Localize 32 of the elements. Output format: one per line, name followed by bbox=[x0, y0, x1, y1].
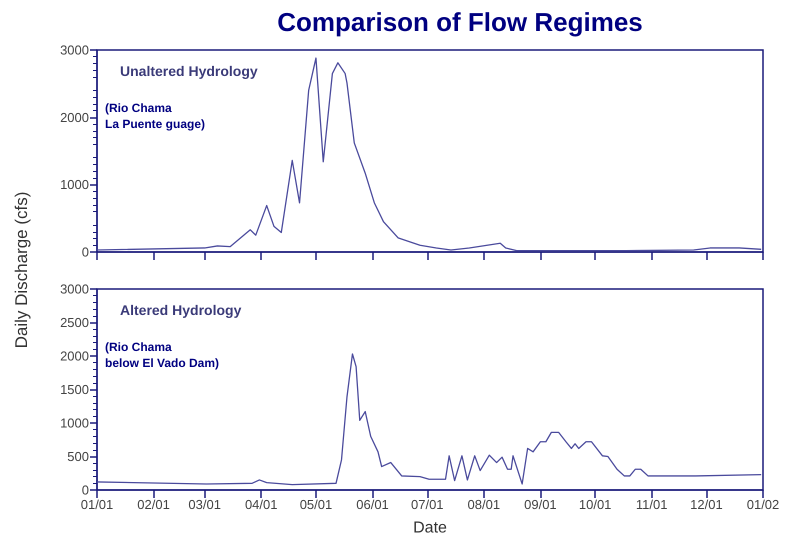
x-tick-label: 03/01 bbox=[188, 497, 221, 512]
x-tick-label: 04/01 bbox=[244, 497, 278, 512]
x-tick-label: 10/01 bbox=[578, 497, 612, 512]
x-tick-label: 01/01 bbox=[80, 497, 114, 512]
x-tick-label: 08/01 bbox=[468, 497, 500, 512]
y-tick-label: 2500 bbox=[60, 315, 89, 330]
annotation: (Rio Chama below El Vado Dam) bbox=[105, 340, 220, 370]
y-tick-label: 0 bbox=[82, 244, 89, 260]
y-tick-label: 1000 bbox=[60, 177, 89, 192]
y-tick-label: 0 bbox=[82, 482, 89, 498]
y-axis-title: Daily Discharge (cfs) bbox=[12, 192, 32, 348]
x-tick-label: 01/02 bbox=[746, 497, 780, 512]
annotation: Altered Hydrology bbox=[120, 302, 242, 318]
x-tick-label: 12/01 bbox=[690, 497, 723, 512]
y-tick-label: 2000 bbox=[60, 110, 89, 125]
y-tick-label: 1500 bbox=[60, 382, 89, 397]
y-tick-label: 3000 bbox=[60, 42, 89, 58]
x-tick-label: 07/01 bbox=[410, 497, 444, 512]
annotation: Unaltered Hydrology bbox=[120, 63, 258, 79]
y-tick-label: 500 bbox=[67, 449, 89, 464]
x-tick-label: 09/01 bbox=[524, 497, 557, 512]
x-tick-label: 11/01 bbox=[636, 497, 668, 512]
line-series bbox=[96, 353, 762, 486]
x-tick-label: 06/01 bbox=[356, 497, 389, 512]
x-tick-label: 05/01 bbox=[300, 497, 332, 512]
x-axis-title: Date bbox=[413, 520, 447, 536]
chart-title: Comparison of Flow Regimes bbox=[277, 7, 643, 37]
x-tick-label: 02/01 bbox=[137, 497, 170, 512]
y-tick-label: 2000 bbox=[60, 348, 89, 364]
annotation: (Rio Chama La Puente guage) bbox=[105, 101, 206, 131]
y-tick-label: 1000 bbox=[60, 416, 89, 430]
y-tick-label: 3000 bbox=[60, 282, 89, 296]
